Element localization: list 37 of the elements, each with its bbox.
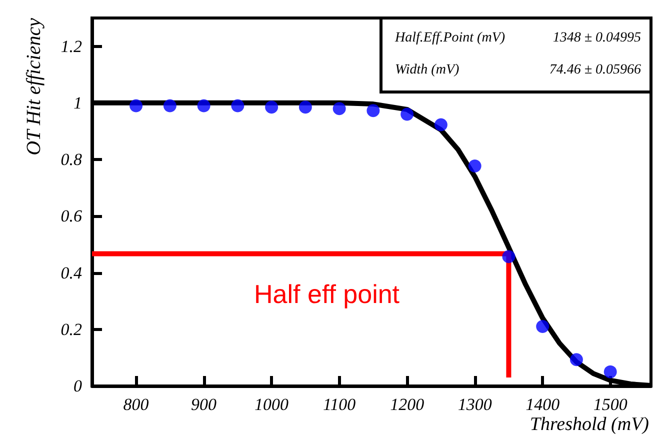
annotation: Width (mV) <box>395 62 460 78</box>
point <box>231 99 244 112</box>
point <box>400 108 414 121</box>
point <box>366 104 380 118</box>
x-tick-label: 1100 <box>322 395 356 414</box>
y-tick-label: 1.2 <box>60 36 82 56</box>
point <box>163 99 176 112</box>
y-tick-label: 0.6 <box>60 206 82 226</box>
point <box>197 99 210 112</box>
point <box>536 320 550 334</box>
x-tick-label: 1200 <box>390 395 425 414</box>
x-axis-title: Threshold (mV) <box>530 414 649 435</box>
y-tick-label: 0.4 <box>60 263 82 282</box>
y-tick-label: 0.8 <box>60 150 82 170</box>
y-tick-label: 0.2 <box>60 320 82 339</box>
point <box>332 102 346 116</box>
y-tick-label: 0 <box>74 376 82 396</box>
x-tick-label: 1500 <box>593 395 628 414</box>
y-tick-label: 1 <box>74 93 82 112</box>
x-tick-label: 1400 <box>526 395 560 414</box>
point <box>265 100 278 114</box>
annotation: 1348 ± 0.04995 <box>552 30 641 46</box>
point <box>468 160 482 173</box>
point <box>434 118 448 132</box>
x-tick-label: 1300 <box>458 395 492 414</box>
annotation: 74.46 ± 0.05966 <box>549 62 641 78</box>
x-tick-label: 800 <box>123 395 150 414</box>
point <box>130 99 143 112</box>
x-tick-label: 900 <box>191 395 218 414</box>
point <box>604 365 617 378</box>
point <box>570 353 583 366</box>
point <box>298 100 312 114</box>
x-tick-label: 1000 <box>254 395 290 414</box>
point <box>502 250 516 264</box>
annotation: Half.Eff.Point (mV) <box>394 30 506 46</box>
annotation: Half eff point <box>254 279 400 309</box>
y-axis-title: OT Hit efficiency <box>23 18 45 156</box>
